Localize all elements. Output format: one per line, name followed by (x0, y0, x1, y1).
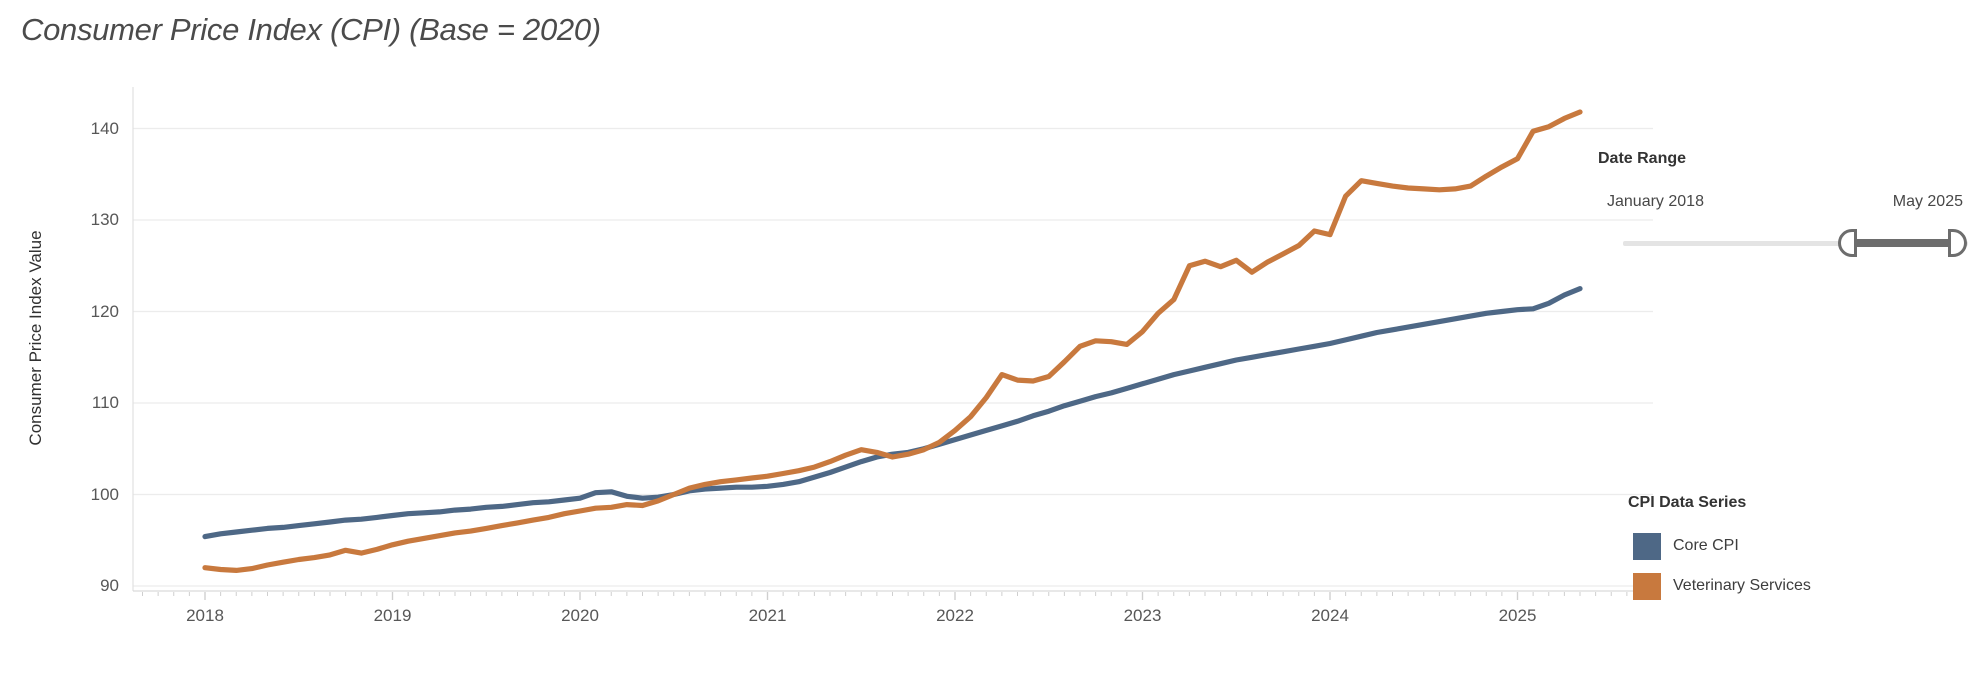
series-line-veterinary-services[interactable] (202, 109, 1583, 573)
y-tick-label: 120 (90, 301, 119, 321)
x-tick-label: 2022 (936, 606, 974, 625)
x-tick-label: 2025 (1498, 606, 1537, 625)
slider-left-handle[interactable] (1838, 229, 1858, 257)
slider-selected-range[interactable] (1847, 239, 1958, 247)
y-tick-label: 130 (90, 210, 119, 229)
slider-track[interactable] (1623, 241, 1968, 246)
x-tick-label: 2021 (748, 606, 787, 625)
y-tick-label: 110 (91, 393, 119, 412)
chart-title: Consumer Price Index (CPI) (Base = 2020) (21, 12, 601, 47)
date-range-end-label: May 2025 (1892, 193, 1963, 210)
legend-item-label: Core CPI (1673, 537, 1739, 554)
x-tick-label: 2024 (1311, 606, 1349, 625)
legend-swatch-icon (1633, 572, 1661, 600)
y-tick-label: 140 (90, 118, 119, 138)
y-tick-label: 100 (90, 484, 119, 504)
series-line-core-cpi[interactable] (202, 286, 1583, 540)
legend-item-label: Veterinary Services (1673, 576, 1811, 594)
x-tick-label: 2018 (186, 606, 224, 625)
x-tick-label: 2023 (1123, 606, 1162, 625)
x-tick-label: 2019 (373, 606, 412, 625)
slider-right-handle[interactable] (1947, 229, 1967, 257)
x-tick-label: 2020 (561, 606, 599, 625)
legend-swatch-icon (1633, 533, 1661, 560)
date-range-start-label: January 2018 (1607, 193, 1704, 210)
legend-title: CPI Data Series (1628, 494, 1747, 511)
date-range-title: Date Range (1598, 150, 1687, 167)
y-tick-label: 90 (100, 576, 119, 595)
